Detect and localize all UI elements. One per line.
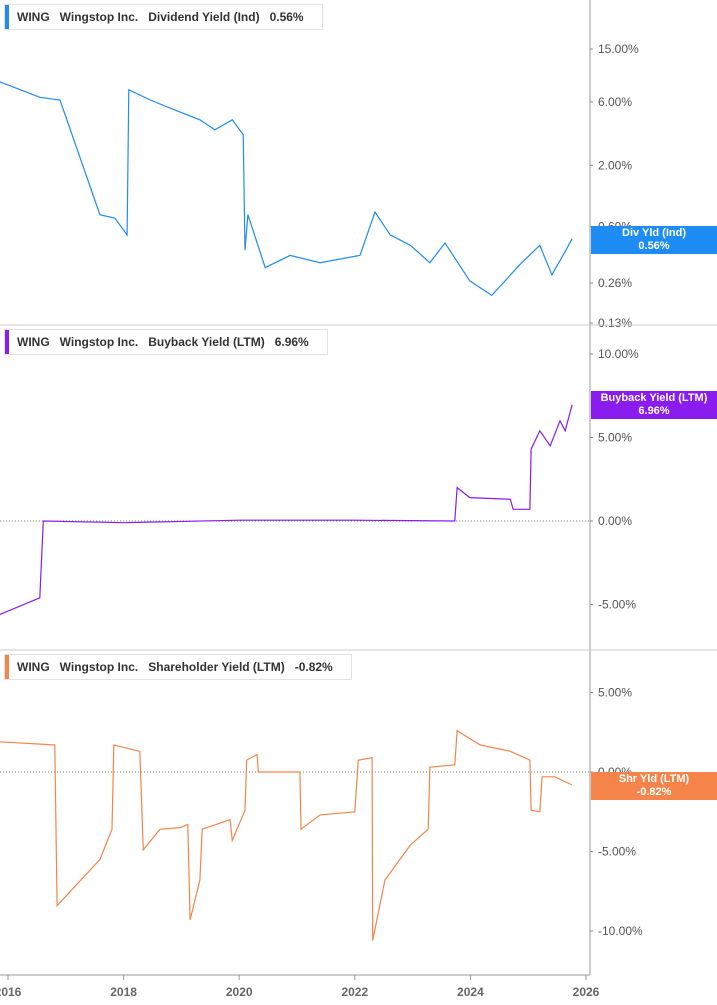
legend-ticker: WING bbox=[17, 335, 50, 349]
y-tick-label: -10.00% bbox=[598, 924, 643, 938]
series-color-swatch bbox=[5, 655, 9, 679]
y-tick-label: 5.00% bbox=[598, 686, 632, 700]
series-color-swatch bbox=[5, 5, 9, 29]
legend-shareholder-yield: WING Wingstop Inc. Shareholder Yield (LT… bbox=[4, 654, 352, 680]
legend-company: Wingstop Inc. bbox=[59, 335, 139, 349]
y-tick-label: 0.00% bbox=[598, 514, 632, 528]
legend-ticker: WING bbox=[17, 660, 50, 674]
price-tag-dividend-yield: Div Yld (Ind) 0.56% bbox=[591, 226, 717, 254]
legend-value: 6.96% bbox=[274, 335, 309, 349]
x-tick-label: 2020 bbox=[226, 985, 253, 999]
y-tick-label: 5.00% bbox=[598, 431, 632, 445]
x-tick-label: 2018 bbox=[110, 985, 137, 999]
legend-ticker: WING bbox=[17, 10, 50, 24]
x-tick-label: 2022 bbox=[341, 985, 368, 999]
x-tick-label: 2024 bbox=[457, 985, 484, 999]
x-tick-label: 2016 bbox=[0, 985, 22, 999]
legend-series-name: Shareholder Yield (LTM) bbox=[148, 660, 285, 674]
tag-value: 6.96% bbox=[638, 405, 670, 417]
tag-value: 0.56% bbox=[638, 240, 670, 252]
legend-buyback-yield: WING Wingstop Inc. Buyback Yield (LTM) 6… bbox=[4, 329, 328, 355]
x-tick-label: 2026 bbox=[573, 985, 600, 999]
series-color-swatch bbox=[5, 330, 9, 354]
y-tick-label: -5.00% bbox=[598, 598, 636, 612]
legend-series-name: Buyback Yield (LTM) bbox=[148, 335, 265, 349]
tag-title: Buyback Yield (LTM) bbox=[600, 392, 708, 404]
tag-title: Shr Yld (LTM) bbox=[618, 773, 690, 785]
legend-dividend-yield: WING Wingstop Inc. Dividend Yield (Ind) … bbox=[4, 4, 323, 30]
legend-value: -0.82% bbox=[294, 660, 333, 674]
legend-value: 0.56% bbox=[269, 10, 304, 24]
y-tick-label: 10.00% bbox=[598, 347, 639, 361]
y-tick-label: 15.00% bbox=[598, 42, 639, 56]
y-tick-label: 2.00% bbox=[598, 158, 632, 172]
series-line-2 bbox=[0, 729, 573, 941]
y-tick-label: 0.13% bbox=[598, 316, 632, 330]
legend-series-name: Dividend Yield (Ind) bbox=[148, 10, 260, 24]
y-tick-label: 0.26% bbox=[598, 276, 632, 290]
series-line-1 bbox=[0, 404, 573, 616]
price-tag-buyback-yield: Buyback Yield (LTM) 6.96% bbox=[591, 391, 717, 419]
y-tick-label: 6.00% bbox=[598, 95, 632, 109]
tag-title: Div Yld (Ind) bbox=[622, 227, 686, 239]
price-tag-shareholder-yield: Shr Yld (LTM) -0.82% bbox=[591, 772, 717, 800]
legend-company: Wingstop Inc. bbox=[59, 10, 139, 24]
y-tick-label: -5.00% bbox=[598, 845, 636, 859]
series-line-0 bbox=[0, 81, 573, 297]
legend-company: Wingstop Inc. bbox=[59, 660, 139, 674]
tag-value: -0.82% bbox=[636, 786, 672, 798]
